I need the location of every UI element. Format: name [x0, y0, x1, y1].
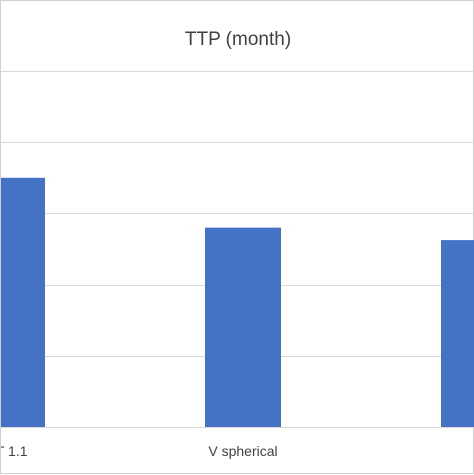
x-axis-labels: ST 1.1V sphericalV — [1, 443, 278, 459]
x-tick-label: ST 1.1 — [1, 443, 28, 459]
bar-v — [441, 240, 474, 427]
x-tick-label: V spherical — [208, 443, 277, 459]
gridlines — [1, 71, 474, 357]
bar-v-spherical — [205, 227, 281, 427]
bars — [1, 177, 474, 427]
bar-st-1-1 — [1, 177, 45, 427]
chart-title: TTP (month) — [185, 29, 291, 50]
